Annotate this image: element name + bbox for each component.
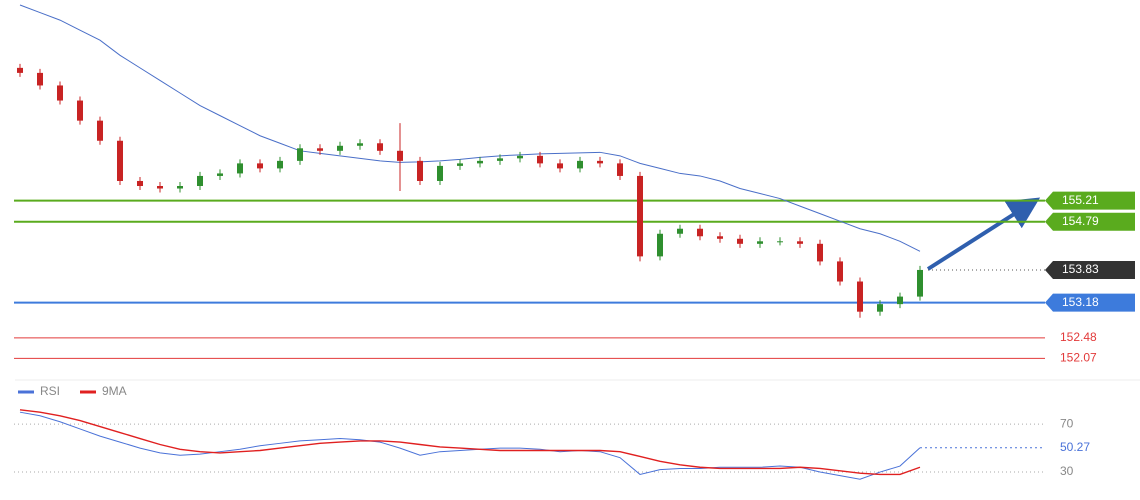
- candle-body: [537, 155, 543, 164]
- candle-body: [817, 243, 823, 262]
- series-line: [19, 411, 921, 480]
- legend-label: 9MA: [102, 384, 127, 398]
- candle-body: [77, 100, 83, 121]
- candle-body: [397, 150, 403, 161]
- candle-body: [57, 85, 63, 101]
- candle-body: [717, 236, 723, 239]
- candle-body: [297, 148, 303, 161]
- y-tick-label: 70: [1060, 416, 1074, 430]
- candle-body: [217, 173, 223, 176]
- candle-body: [257, 163, 263, 169]
- level-label: 153.18: [1062, 295, 1099, 309]
- candle-body: [497, 158, 503, 161]
- candle-body: [437, 165, 443, 181]
- candle-body: [417, 160, 423, 181]
- candle-body: [377, 143, 383, 151]
- candle-body: [117, 140, 123, 181]
- candle-body: [917, 269, 923, 297]
- level-label-box: [1045, 212, 1135, 231]
- candle-body: [137, 180, 143, 186]
- candle-body: [877, 304, 883, 312]
- candle-body: [737, 238, 743, 244]
- y-tick-label: 30: [1060, 464, 1074, 478]
- candle-body: [337, 145, 343, 151]
- last-value-label: 50.27: [1060, 440, 1090, 454]
- candle-body: [697, 228, 703, 237]
- candle-body: [797, 241, 803, 244]
- candle-body: [157, 186, 163, 189]
- candle-body: [557, 163, 563, 169]
- candle-body: [577, 160, 583, 169]
- candle-body: [477, 160, 483, 164]
- candle-body: [37, 72, 43, 86]
- candle-body: [17, 67, 23, 73]
- level-label: 152.07: [1060, 351, 1097, 365]
- level-label-box: [1045, 293, 1135, 312]
- candle-body: [757, 241, 763, 244]
- level-label: 152.48: [1060, 330, 1097, 344]
- candle-body: [837, 261, 843, 282]
- candle-body: [517, 155, 523, 159]
- candle-body: [237, 163, 243, 174]
- candle-body: [857, 281, 863, 312]
- candle-body: [317, 148, 323, 151]
- candle-body: [97, 120, 103, 141]
- candle-body: [177, 186, 183, 189]
- current-price-box: [1045, 260, 1135, 279]
- candle-body: [457, 163, 463, 166]
- level-label: 154.79: [1062, 214, 1099, 228]
- candle-body: [657, 233, 663, 257]
- forecast-arrow: [926, 197, 1041, 271]
- candle-body: [197, 175, 203, 186]
- level-label-box: [1045, 191, 1135, 210]
- candle-body: [277, 160, 283, 169]
- candle-body: [777, 241, 783, 243]
- series-line: [19, 409, 921, 476]
- moving-average: [19, 4, 921, 252]
- level-label: 155.21: [1062, 193, 1099, 207]
- candle-body: [357, 143, 363, 146]
- legend-label: RSI: [40, 384, 60, 398]
- current-price-label: 153.83: [1062, 262, 1099, 276]
- candle-body: [597, 160, 603, 164]
- candle-body: [897, 296, 903, 305]
- candle-body: [637, 175, 643, 257]
- candle-body: [617, 163, 623, 176]
- candle-body: [677, 228, 683, 234]
